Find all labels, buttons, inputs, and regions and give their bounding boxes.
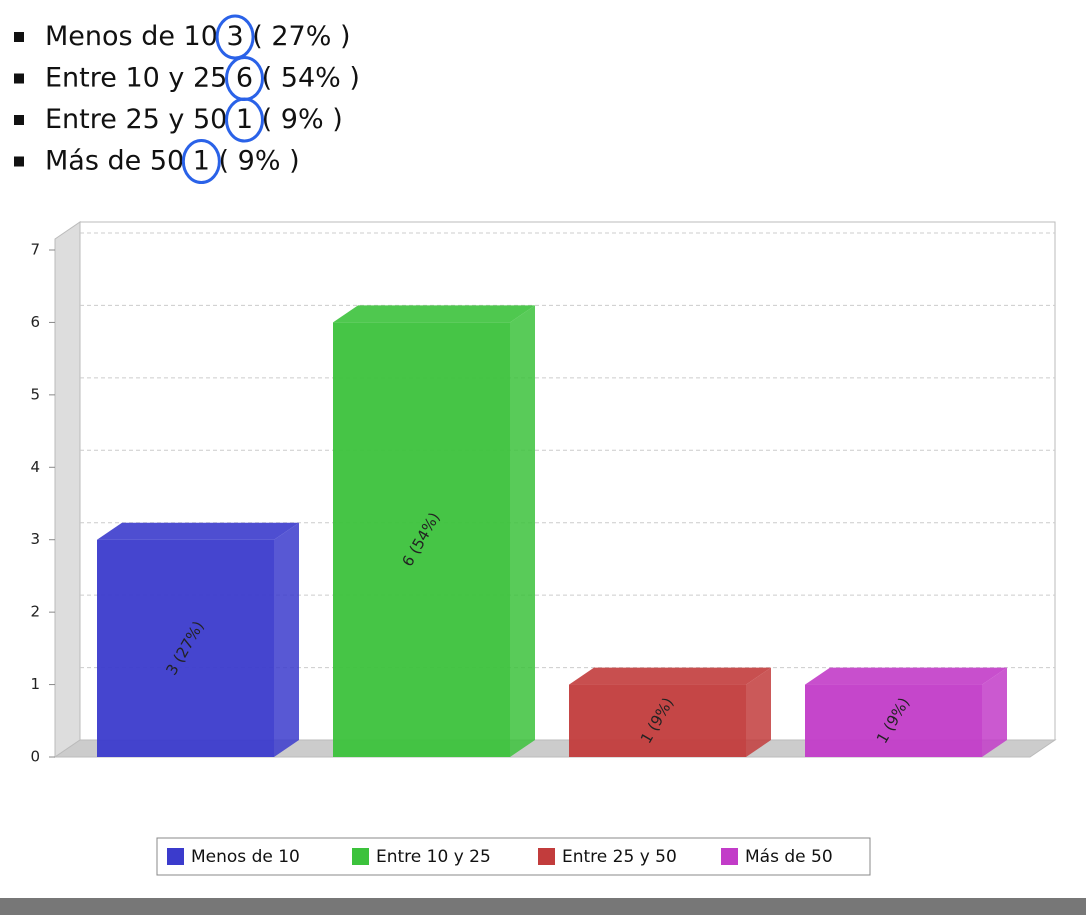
- summary-list: Menos de 10 3 ( 27% ) Entre 10 y 25 6 ( 5…: [14, 14, 360, 184]
- item-share: ( 9% ): [253, 104, 343, 135]
- highlight-circle: [181, 139, 221, 184]
- legend-label: Más de 50: [745, 847, 833, 867]
- y-tick-label: 0: [30, 748, 40, 766]
- legend-label: Entre 25 y 50: [562, 847, 677, 867]
- bar-side: [746, 667, 771, 757]
- item-share: ( 54% ): [253, 62, 360, 93]
- bar: [333, 322, 510, 757]
- y-tick-label: 5: [30, 385, 40, 403]
- bar-top: [569, 667, 771, 685]
- item-count: 3: [226, 21, 243, 52]
- bullet: [14, 32, 24, 42]
- legend-box: [156, 837, 871, 876]
- highlight-circle: [215, 14, 255, 60]
- y-tick-label: 2: [30, 603, 40, 621]
- item-share: ( 9% ): [210, 145, 300, 176]
- footer-bar: [0, 898, 1086, 915]
- item-count: 6: [236, 62, 253, 93]
- side-wall: [54, 221, 81, 758]
- list-item: Entre 25 y 50 1 ( 9% ): [45, 104, 343, 135]
- bar-side: [274, 522, 299, 757]
- y-tick-label: 3: [30, 530, 40, 548]
- bar: [569, 684, 746, 757]
- list-item: Menos de 10 3 ( 27% ): [45, 21, 350, 52]
- y-tick-label: 7: [30, 241, 40, 259]
- y-tick-label: 1: [30, 675, 40, 693]
- item-count: 1: [193, 145, 210, 176]
- item-label: Más de 50: [45, 145, 193, 176]
- item-share: ( 27% ): [244, 21, 351, 52]
- list-item: Más de 50 1 ( 9% ): [45, 145, 300, 176]
- bar-top: [333, 305, 535, 323]
- y-tick-label: 4: [30, 458, 40, 476]
- legend-label: Entre 10 y 25: [376, 847, 491, 867]
- item-label: Entre 10 y 25: [45, 62, 236, 93]
- bar-side: [510, 305, 535, 757]
- item-label: Menos de 10: [45, 21, 226, 52]
- legend: Menos de 10 Entre 10 y 25 Entre 25 y 50 Más…: [167, 847, 833, 867]
- bullet: [14, 115, 24, 125]
- bar-side: [982, 667, 1007, 757]
- legend-swatch: [352, 848, 369, 865]
- bar-top: [97, 522, 299, 540]
- bar: [805, 684, 982, 757]
- highlight-circle: [225, 97, 264, 143]
- bar: [97, 539, 274, 757]
- legend-swatch: [721, 848, 738, 865]
- item-count: 1: [236, 104, 253, 135]
- legend-label: Menos de 10: [191, 847, 300, 867]
- legend-swatch: [538, 848, 555, 865]
- bullet: [14, 73, 24, 84]
- list-item: Entre 10 y 25 6 ( 54% ): [45, 62, 360, 93]
- y-tick-label: 6: [30, 313, 40, 331]
- bar-top: [805, 667, 1007, 685]
- legend-swatch: [167, 848, 184, 865]
- bullet: [14, 156, 24, 167]
- item-label: Entre 25 y 50: [45, 104, 236, 135]
